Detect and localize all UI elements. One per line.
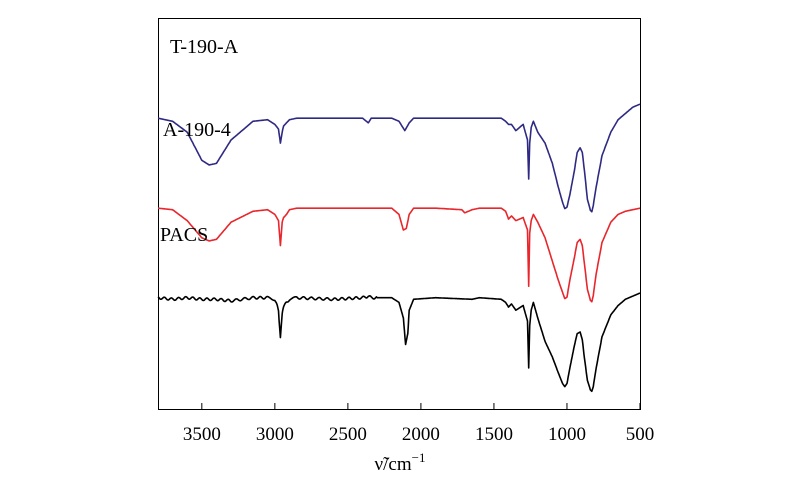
series-label-a-190-4: A-190-4 xyxy=(163,119,231,141)
x-tick-label: 2500 xyxy=(329,424,367,445)
x-axis-title-text: ν̃/cm xyxy=(375,454,412,475)
series-line-a-190-4 xyxy=(157,207,641,303)
x-axis-title-exponent: −1 xyxy=(412,450,426,465)
spectra-traces xyxy=(157,103,641,393)
plot-frame xyxy=(158,18,641,410)
series-label-t-190-a: T-190-A xyxy=(170,36,239,58)
series-line-pacs xyxy=(157,292,641,393)
x-tick-label: 3500 xyxy=(183,424,221,445)
x-axis-ticks: 3500 3000 2500 2000 1500 1000 500 xyxy=(183,403,654,445)
x-axis-title: ν̃/cm−1 xyxy=(375,450,426,475)
x-tick-label: 3000 xyxy=(256,424,294,445)
x-tick-label: 1000 xyxy=(548,424,586,445)
x-tick-label: 500 xyxy=(626,424,655,445)
series-line-t-190-a xyxy=(157,103,641,213)
x-tick-label: 1500 xyxy=(475,424,513,445)
series-label-pacs: PACS xyxy=(160,224,208,246)
x-tick-label: 2000 xyxy=(402,424,440,445)
